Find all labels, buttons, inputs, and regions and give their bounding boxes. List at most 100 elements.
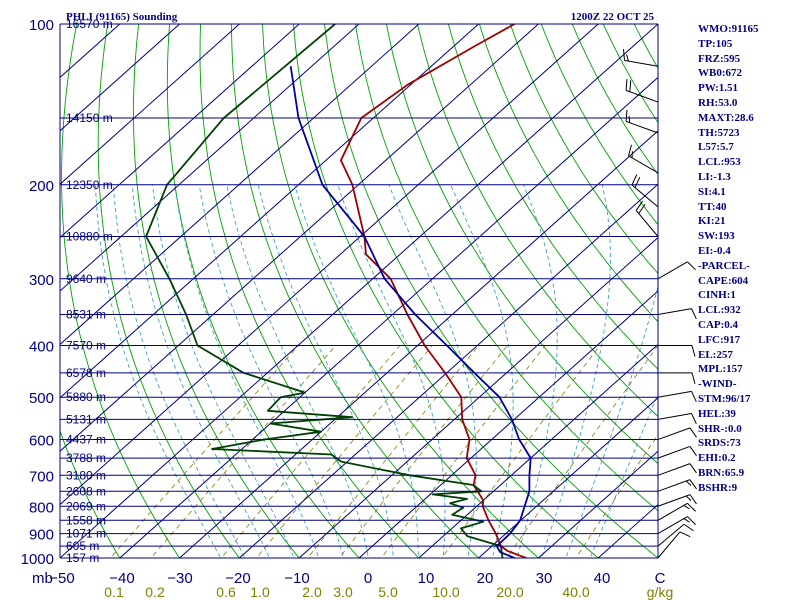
wind-barb-flag (625, 78, 628, 91)
wind-barb-staff (657, 463, 691, 476)
height-label: 2608 m (66, 484, 106, 498)
dry-adiabat (355, 24, 658, 512)
moist-adiabat (294, 184, 419, 558)
wind-barb (657, 261, 696, 280)
wind-barb (622, 48, 659, 67)
wind-barb (658, 345, 696, 357)
index-item: CAPE:604 (698, 274, 749, 287)
pressure-unit-label: mb (32, 570, 53, 587)
isotherm (537, 450, 658, 558)
wind-barb-staff (657, 445, 691, 459)
moist-adiabat (257, 184, 394, 558)
temperature-tick-label: −30 (167, 570, 192, 587)
height-label: 157 m (66, 551, 99, 565)
wind-barb-flag (628, 116, 631, 123)
wind-barb-flag (685, 480, 692, 486)
temperature-tick-label: −20 (225, 570, 250, 587)
dry-adiabat (509, 24, 658, 275)
wind-barb-flag (689, 427, 697, 438)
index-item: MPL:157 (698, 363, 743, 376)
index-item: MAXT:28.6 (698, 111, 754, 124)
wind-barb (657, 516, 696, 534)
isotherm (358, 290, 658, 558)
height-label: 14150 m (66, 111, 113, 125)
temperature-tick-label: 0 (364, 570, 372, 587)
pressure-tick-label: 600 (29, 433, 54, 450)
wind-barb-flag (635, 200, 644, 211)
height-label: 6578 m (66, 366, 106, 380)
wind-barb-flag (691, 308, 697, 320)
moist-adiabat (589, 392, 658, 558)
wind-barb-flag (691, 391, 697, 402)
pressure-tick-label: 800 (29, 499, 54, 516)
mixing-ratio-tick-label: 0.6 (216, 584, 236, 600)
wind-barb-flag (683, 523, 694, 532)
mixing-ratio-line (256, 345, 433, 558)
index-item: KI:21 (698, 215, 726, 228)
wind-barb-flag (689, 479, 697, 490)
dry-adiabat (97, 24, 240, 558)
index-item: CINH:1 (698, 289, 736, 302)
wind-barb-flag (691, 413, 697, 424)
wind-barb-staff (625, 89, 659, 103)
isotherm (60, 24, 300, 239)
dry-adiabat (166, 24, 360, 558)
moist-adiabat (450, 184, 514, 558)
temperature-tick-label: −10 (284, 570, 309, 587)
mixing-ratio-tick-label: 0.1 (104, 584, 124, 600)
wind-barb-staff (657, 494, 691, 507)
chart-grid (60, 24, 658, 558)
isotherm (178, 130, 658, 558)
wind-barb-flag (683, 518, 690, 523)
pressure-tick-label: 200 (29, 178, 54, 195)
mixing-ratio-line (338, 345, 508, 558)
isotherm (60, 24, 61, 25)
moist-adiabat (174, 184, 320, 558)
wind-barb (657, 494, 697, 507)
index-item: SI:4.1 (698, 185, 726, 198)
wind-barb-flag (687, 516, 696, 525)
index-item: STM:96/17 (698, 392, 751, 405)
wind-barb (657, 463, 697, 476)
height-label: 9640 m (66, 272, 106, 286)
moist-adiabat (388, 184, 477, 558)
height-label: 7570 m (66, 339, 106, 353)
mixing-ratio-line (441, 345, 601, 558)
sounding-time: 1200Z 22 OCT 25 (571, 11, 655, 23)
wind-barb (658, 372, 696, 384)
isotherm (60, 24, 420, 346)
index-item: SW:193 (698, 230, 735, 243)
wind-barb-flag (625, 109, 628, 122)
wind-barb-staff (657, 516, 688, 534)
index-item: TT:40 (698, 200, 727, 213)
temperature-tick-label: −40 (109, 570, 134, 587)
wind-barb-staff (657, 523, 685, 547)
height-label: 1071 m (66, 527, 106, 541)
parcel-profile (289, 66, 532, 558)
wind-barb-flag (629, 80, 632, 92)
temperature-tick-label: 30 (536, 570, 553, 587)
wind-barb-flag (631, 174, 638, 186)
moist-adiabat (337, 184, 446, 558)
mixing-ratio-tick-label: 0.2 (145, 584, 165, 600)
dry-adiabat (61, 24, 181, 558)
moist-adiabat (226, 184, 369, 558)
wind-barb-staff (628, 155, 659, 174)
isotherm (60, 24, 658, 558)
index-item: LCL:953 (698, 156, 741, 169)
wind-barb (657, 308, 697, 320)
index-item: L57:5.7 (698, 141, 734, 154)
wind-barb-flag (689, 446, 697, 457)
temperature-profile (340, 24, 527, 558)
index-item: HEL:39 (698, 407, 736, 420)
wind-barb-staff (657, 531, 681, 559)
temperature-tick-label: 40 (594, 570, 611, 587)
isotherm (298, 236, 658, 558)
wind-barb-flag (683, 504, 690, 510)
dry-adiabat (416, 24, 658, 418)
mixing-ratio-tick-label: 5.0 (378, 584, 398, 600)
index-item: EL:257 (698, 348, 733, 361)
wind-barb-flag (691, 372, 696, 384)
wind-barb (635, 200, 659, 237)
